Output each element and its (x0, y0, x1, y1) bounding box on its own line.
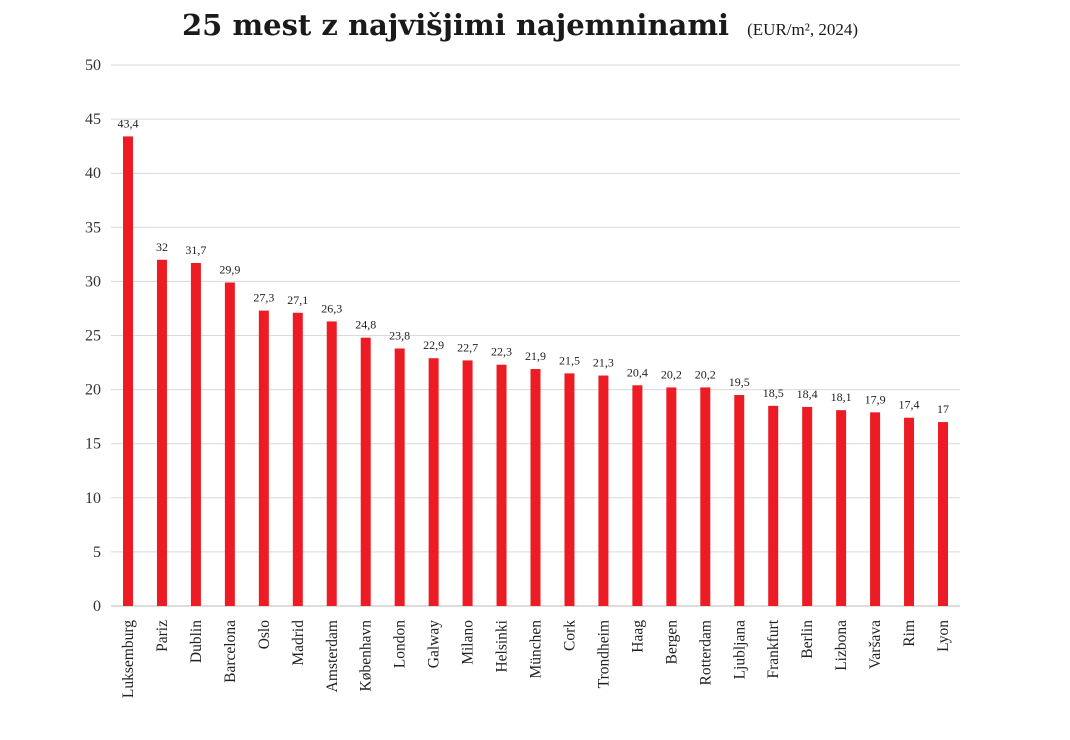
x-tick-label: Milano (460, 620, 477, 665)
value-label: 21,3 (593, 356, 614, 370)
x-tick-label: London (392, 620, 409, 668)
x-tick-label: Berlin (799, 620, 816, 659)
y-tick-label: 35 (85, 219, 101, 236)
x-tick-label: Galway (426, 620, 443, 668)
bars (123, 136, 948, 607)
x-tick-label: Varšava (867, 620, 884, 669)
y-tick-label: 30 (85, 273, 101, 290)
value-label: 20,2 (695, 367, 716, 381)
value-label: 18,4 (797, 387, 818, 401)
x-tick-label: Lizbona (833, 620, 850, 671)
bar (292, 312, 303, 606)
value-label: 18,1 (831, 390, 852, 404)
y-tick-label: 20 (85, 382, 101, 399)
value-label: 31,7 (185, 243, 206, 257)
y-tick-label: 0 (93, 598, 101, 615)
bar (123, 136, 133, 607)
bar (666, 387, 677, 606)
value-label: 24,8 (355, 318, 376, 332)
bar (904, 417, 915, 606)
bar (462, 360, 473, 606)
value-label: 43,4 (118, 116, 139, 130)
value-label: 27,1 (287, 293, 308, 307)
bar (428, 358, 439, 606)
x-tick-label: Oslo (256, 620, 273, 650)
x-tick-label: Dublin (188, 620, 205, 663)
x-tick-label: Trondheim (595, 620, 612, 688)
bar (768, 405, 779, 606)
x-tick-label: Lyon (935, 620, 952, 652)
value-label: 22,7 (457, 340, 478, 354)
value-label: 32 (156, 240, 168, 254)
x-tick-label: Helsinki (494, 619, 511, 672)
value-label: 18,5 (763, 386, 784, 400)
value-labels: 43,4 32 31,7 29,9 27,3 27,1 26,3 24,8 23,8 22,9 22… (118, 116, 950, 416)
bar (258, 310, 269, 606)
value-label: 19,5 (729, 375, 750, 389)
bar (598, 375, 609, 606)
y-tick-label: 15 (85, 436, 101, 453)
x-tick-label: Amsterdam (324, 620, 341, 692)
bar (870, 412, 881, 606)
y-tick-label: 10 (85, 490, 101, 507)
y-tick-label: 40 (85, 165, 101, 182)
value-label: 17,4 (899, 398, 920, 412)
value-label: 22,3 (491, 345, 512, 359)
bar (360, 337, 371, 606)
value-label: 17,9 (865, 392, 886, 406)
chart-title: 25 mest z najvišjimi najemninami (EUR/m²… (182, 8, 858, 42)
value-label: 21,5 (559, 353, 580, 367)
bar (632, 385, 643, 606)
value-label: 23,8 (389, 328, 410, 342)
value-label: 27,3 (253, 291, 274, 305)
value-label: 21,9 (525, 349, 546, 363)
x-tick-label: Frankfurt (765, 619, 782, 678)
value-label: 22,9 (423, 338, 444, 352)
value-label: 20,4 (627, 365, 648, 379)
x-axis: Luksemburg Pariz Dublin Barcelona Oslo Madrid… (120, 619, 952, 698)
chart-subtitle: (EUR/m², 2024) (747, 20, 858, 39)
bar (156, 259, 167, 606)
x-tick-label: Rim (901, 620, 918, 647)
bar (734, 395, 745, 606)
bar (496, 364, 507, 606)
bar (530, 369, 541, 606)
chart-title-main: 25 mest z najvišjimi najemninami (182, 8, 729, 42)
y-axis: 0 5 10 15 20 25 30 35 40 45 50 (85, 57, 101, 615)
x-tick-label: Pariz (154, 620, 171, 652)
y-tick-label: 25 (85, 328, 101, 345)
value-label: 29,9 (219, 262, 240, 276)
y-tick-label: 45 (85, 111, 101, 128)
x-tick-label: København (358, 620, 375, 692)
bar (190, 263, 201, 606)
x-tick-label: Haag (629, 620, 646, 653)
x-tick-label: Ljubljana (731, 620, 748, 680)
value-label: 26,3 (321, 301, 342, 315)
bar (802, 406, 813, 606)
x-tick-label: München (528, 620, 545, 679)
bar (326, 321, 337, 606)
x-tick-label: Madrid (290, 620, 307, 666)
y-tick-label: 5 (93, 544, 101, 561)
x-tick-label: Cork (561, 620, 578, 651)
bar (836, 410, 847, 606)
bar (224, 282, 235, 606)
bar (700, 387, 711, 606)
value-label: 17 (937, 402, 949, 416)
y-tick-label: 50 (85, 57, 101, 74)
value-label: 20,2 (661, 367, 682, 381)
bar (564, 373, 575, 606)
x-tick-label: Luksemburg (120, 620, 137, 698)
x-tick-label: Barcelona (222, 620, 239, 683)
bar (938, 422, 948, 606)
x-tick-label: Rotterdam (697, 620, 714, 685)
x-tick-label: Bergen (663, 620, 680, 665)
bar (394, 348, 405, 606)
